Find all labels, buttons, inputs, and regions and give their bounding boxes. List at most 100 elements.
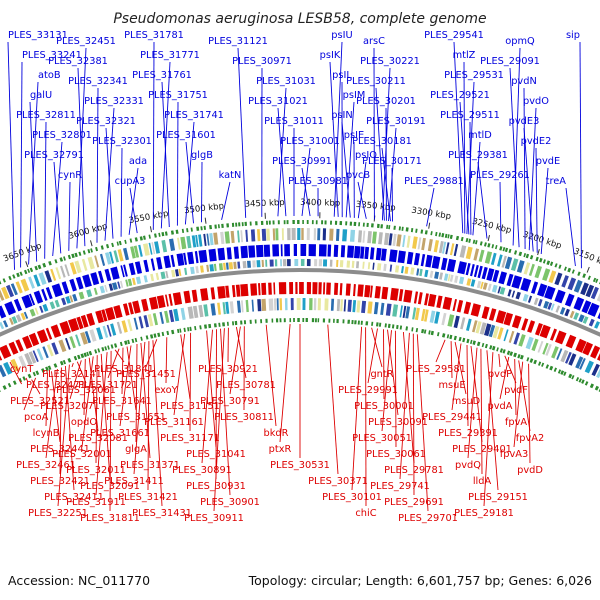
- reverse-label-leader: [279, 324, 291, 443]
- reverse-gene-ring-segment: [240, 283, 249, 297]
- forward-function-ring-segment: [528, 263, 535, 276]
- forward-function-ring-segment: [109, 251, 114, 264]
- forward-function-ring-segment: [281, 228, 284, 241]
- reverse-gene-label: PLES_32011: [66, 465, 126, 476]
- inner-ruler-ring-segment: [421, 329, 425, 334]
- outer-ruler-ring-segment: [71, 253, 75, 259]
- outer-ruler-ring-segment: [129, 238, 133, 243]
- outer-ruler-ring-segment: [479, 241, 483, 246]
- outer-ruler-ring-segment: [558, 264, 562, 269]
- forward-gene-ring-segment: [187, 251, 195, 265]
- outer-ruler-ring-segment: [37, 264, 42, 270]
- forward-function-ring-segment: [10, 283, 18, 296]
- forward-gene-ring-segment: [544, 285, 556, 300]
- forward-function-ring-segment: [357, 230, 363, 243]
- forward-label-leader: [357, 181, 367, 219]
- reverse-function-ring-segment: [276, 298, 279, 311]
- reverse-function-ring-segment: [127, 319, 133, 332]
- forward-gene-label: PLES_32381: [48, 56, 108, 67]
- forward-function-ring-segment: [349, 229, 356, 242]
- inner-ruler-ring-segment: [549, 365, 554, 371]
- forward-function-ring-segment: [449, 243, 455, 256]
- reverse-function-ring-segment: [268, 298, 274, 311]
- outer-ruler-ring-segment: [59, 257, 64, 262]
- inner-ruler-ring-segment: [177, 328, 180, 334]
- forward-category-ring-segment: [233, 261, 237, 269]
- outer-ruler-ring-segment: [523, 253, 527, 258]
- reverse-gene-ring-segment: [390, 287, 399, 301]
- reverse-gene-label: pcoA: [24, 412, 49, 423]
- reverse-function-ring-segment: [347, 299, 352, 312]
- reverse-gene-ring-segment: [225, 285, 230, 298]
- reverse-function-ring-segment: [356, 300, 361, 313]
- inner-ruler-ring-segment: [571, 375, 575, 380]
- inner-ruler-ring-segment: [73, 355, 78, 361]
- forward-gene-ring-segment: [284, 244, 290, 257]
- reverse-gene-ring-segment: [403, 289, 413, 303]
- forward-function-ring-segment: [567, 277, 577, 291]
- outer-ruler-ring-segment: [2, 278, 6, 283]
- forward-function-ring-segment: [490, 252, 497, 266]
- inner-ruler-ring-segment: [472, 340, 476, 345]
- reverse-label-leader: [367, 328, 378, 384]
- forward-function-ring-segment: [151, 242, 156, 255]
- reverse-gene-ring-segment: [427, 293, 437, 307]
- outer-ruler-ring-segment: [161, 232, 165, 237]
- forward-category-ring-segment: [487, 283, 492, 291]
- inner-ruler-ring-segment: [218, 322, 221, 327]
- forward-function-ring-segment: [297, 228, 301, 240]
- forward-label-leader: [472, 141, 481, 236]
- reverse-function-ring-segment: [568, 353, 577, 366]
- reverse-gene-label: PLES_30901: [200, 497, 260, 508]
- reverse-gene-ring-segment: [80, 314, 89, 328]
- forward-gene-label: atoB: [38, 70, 61, 81]
- forward-function-ring-segment: [342, 229, 348, 242]
- forward-function-ring-segment: [154, 241, 160, 254]
- reverse-function-ring-segment: [330, 298, 335, 311]
- reverse-gene-ring-segment: [295, 282, 298, 294]
- inner-ruler-ring-segment: [526, 357, 530, 362]
- forward-gene-label: pvcB: [346, 170, 370, 181]
- forward-function-ring-segment: [113, 250, 119, 263]
- inner-ruler-ring-segment: [0, 389, 1, 392]
- forward-category-ring-segment: [117, 281, 121, 289]
- outer-ruler-ring-segment: [349, 221, 353, 226]
- forward-gene-ring-segment: [293, 244, 297, 256]
- inner-ruler-ring-segment: [563, 371, 567, 376]
- inner-ruler-ring-segment: [275, 318, 279, 323]
- forward-function-ring-segment: [275, 228, 279, 241]
- outer-ruler-ring-segment: [283, 220, 286, 225]
- inner-ruler-ring-segment: [187, 327, 190, 332]
- inner-ruler-ring-segment: [297, 318, 300, 322]
- reverse-function-ring-segment: [402, 305, 407, 318]
- reverse-gene-ring-segment: [339, 283, 343, 296]
- outer-ruler-ring-segment: [595, 278, 599, 283]
- inner-ruler-ring-segment: [150, 334, 154, 339]
- inner-ruler-ring-segment: [97, 348, 101, 353]
- reverse-gene-ring-segment: [50, 324, 62, 338]
- forward-gene-label: psIU: [331, 30, 352, 41]
- reverse-gene-label: gntR: [370, 369, 393, 380]
- outer-ruler-ring-segment: [444, 233, 448, 238]
- forward-category-ring-segment: [195, 266, 199, 274]
- reverse-gene-ring-segment: [168, 293, 173, 306]
- inner-ruler-ring-segment: [271, 318, 274, 323]
- forward-gene-label: PLES_31001: [280, 136, 340, 147]
- forward-function-ring: [0, 228, 600, 302]
- outer-ruler-ring-segment: [546, 260, 551, 265]
- reverse-gene-ring-segment: [345, 283, 351, 296]
- reverse-label-leader: [173, 333, 186, 416]
- tick-mark: [487, 234, 490, 242]
- inner-ruler-ring-segment: [279, 318, 282, 323]
- reverse-gene-label: PLES_32471: [26, 380, 86, 391]
- inner-ruler-ring-segment: [317, 318, 320, 323]
- outer-ruler-ring-segment: [366, 222, 369, 227]
- outer-ruler-ring-segment: [321, 220, 324, 225]
- forward-function-ring-segment: [465, 246, 473, 260]
- forward-gene-ring-segment: [194, 251, 199, 264]
- genome-summary-text: Topology: circular; Length: 6,601,757 bp…: [248, 573, 592, 588]
- forward-category-ring-segment: [594, 321, 600, 329]
- outer-ruler-ring-segment: [74, 252, 78, 258]
- forward-gene-label: PLES_31771: [140, 50, 200, 61]
- outer-ruler-ring-segment: [587, 275, 591, 280]
